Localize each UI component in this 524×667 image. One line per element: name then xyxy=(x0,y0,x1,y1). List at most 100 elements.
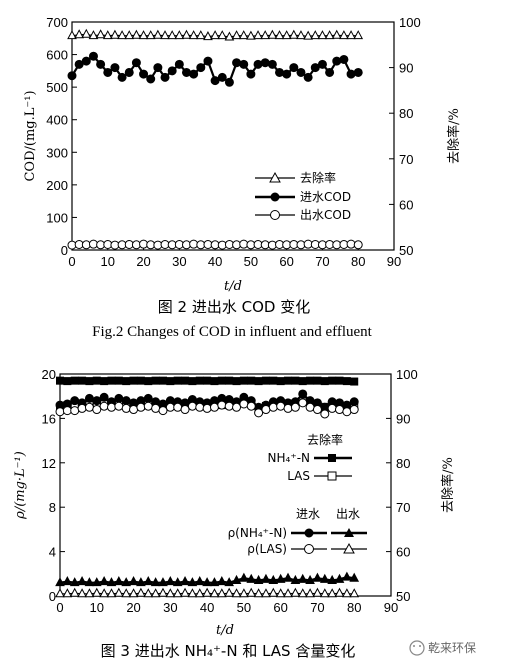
nh4-las-series-0-point xyxy=(225,376,234,385)
nh4-las-series-4-point xyxy=(172,577,183,587)
cod-series-0-point xyxy=(124,30,135,40)
cod-ytick-right-label: 100 xyxy=(399,15,421,30)
cod-ytick-left-label: 300 xyxy=(46,145,68,160)
cod-ytick-right-label: 90 xyxy=(399,61,413,76)
nh4-las-series-2-point xyxy=(349,397,359,407)
cod-series-0-point xyxy=(188,30,199,40)
cod-caption: 图 2 进出水 COD 变化 xyxy=(158,298,310,316)
cod-xtick-label: 0 xyxy=(68,254,75,269)
wechat-icon-dot-2 xyxy=(419,645,421,647)
cod-series-0-point xyxy=(246,30,256,40)
nh4-las-series-4-point xyxy=(261,573,271,583)
cod-xtick-label: 50 xyxy=(244,254,258,269)
nh4-las-series-4-point xyxy=(106,577,117,587)
nh4-las-series-3-point xyxy=(283,403,293,413)
nh4-las-series-0-point xyxy=(342,377,351,386)
nh4-las-series-3-point xyxy=(254,408,264,418)
nh4-las-series-4-point xyxy=(275,573,286,583)
nh4-las-series-3-point xyxy=(195,402,205,412)
nh4-las-series-4-point xyxy=(84,577,95,587)
cod-series-1-point xyxy=(189,69,199,79)
nh4-las-series-3-point xyxy=(136,402,146,412)
cod-series-1-point xyxy=(81,56,91,66)
nh4-las-series-4-point xyxy=(187,577,198,587)
cod-series-0-point xyxy=(331,29,342,39)
nh4-las-series-4-point xyxy=(297,573,308,583)
nh4-las-series-3-point xyxy=(305,402,315,412)
cod-series-1-point xyxy=(153,63,163,73)
nh4-las-series-3-point xyxy=(114,401,124,411)
nh4-las-series-0-point xyxy=(85,377,94,386)
nh4-las-series-0-point xyxy=(217,376,226,385)
cod-series-0-point xyxy=(267,29,278,39)
cod-legend: 去除率 进水COD 出水COD xyxy=(255,170,351,222)
nh4-las-axes: 0 10 20 30 40 50 60 70 80 90 0 4 8 12 16 20 50 60 70 80 90 10… xyxy=(42,367,418,615)
cod-series-0-point xyxy=(102,30,113,40)
nh4-las-series-2-point xyxy=(70,396,80,406)
nh4-las-series-0-point xyxy=(313,376,322,385)
nh4-las-ytick-right-label: 90 xyxy=(396,411,410,426)
nh4-las-series-0-point xyxy=(129,376,138,385)
cod-legend-label-effluent: 出水COD xyxy=(300,208,351,222)
nh4-las-legend: 去除率 NH₄⁺-N LAS 进水 出水 ρ(NH₄⁺-N) ρ(LAS) xyxy=(228,432,367,556)
nh4-las-series-0-point xyxy=(181,376,190,385)
nh4-las-series-0-point xyxy=(173,376,182,385)
cod-ytick-left-label: 600 xyxy=(46,48,68,63)
nh4-las-series-4-point xyxy=(253,574,264,584)
cod-series-2-point xyxy=(353,240,363,250)
cod-series-0-point xyxy=(224,31,235,41)
nh4-las-ytick-right-label: 50 xyxy=(396,589,410,604)
cod-ytick-right-label: 60 xyxy=(399,197,413,212)
nh4-las-ytick-left-label: 16 xyxy=(42,411,56,426)
nh4-las-series-3-point xyxy=(180,405,190,415)
nh4-las-series-5-point xyxy=(305,588,315,598)
nh4-las-series-3-point xyxy=(84,402,94,412)
cod-series-0-point xyxy=(117,30,127,40)
nh4-las-series-5-point xyxy=(180,587,190,597)
nh4-las-series-2-point xyxy=(121,396,131,406)
nh4-las-xtick-label: 30 xyxy=(163,600,177,615)
nh4-las-series-4-point xyxy=(327,574,337,584)
nh4-las-series-2-point xyxy=(84,393,94,403)
nh4-las-series-5-point xyxy=(319,588,330,598)
nh4-las-series-0-point xyxy=(247,376,256,385)
nh4-las-series-5-point xyxy=(136,587,146,597)
cod-series-1-point xyxy=(124,67,134,77)
cod-plot-frame xyxy=(71,21,395,251)
cod-series-1-point xyxy=(167,66,177,76)
cod-ytick-left-label: 700 xyxy=(46,15,68,30)
legend-group-influent: 进水 xyxy=(296,507,320,521)
cod-ytick-right-label: 80 xyxy=(399,106,413,121)
nh4-las-series-3-point xyxy=(342,407,352,417)
cod-xtick-label: 70 xyxy=(315,254,329,269)
legend-marker-las-removal xyxy=(327,471,337,481)
cod-series-0-point xyxy=(138,30,149,40)
nh4-las-series-2-point xyxy=(99,392,109,402)
nh4-las-ytick-left-label: 0 xyxy=(49,589,56,604)
nh4-las-series-4-point xyxy=(62,576,73,586)
nh4-las-series-4-point xyxy=(319,573,330,583)
nh4-las-series-0-point xyxy=(328,376,337,385)
cod-series-1-point xyxy=(246,69,256,79)
nh4-las-series-3-point xyxy=(327,403,337,413)
nh4-las-series-0-point xyxy=(284,376,293,385)
nh4-las-series-4-point xyxy=(209,577,220,587)
nh4-las-ytick-right-label: 100 xyxy=(396,367,418,382)
nh4-las-ytick-left-label: 20 xyxy=(42,367,56,382)
nh4-las-series-3-point xyxy=(246,401,256,411)
nh4-las-series-5-point xyxy=(194,588,205,598)
nh4-las-series-4-point xyxy=(165,576,176,586)
cod-series-0-point xyxy=(346,30,356,40)
nh4-las-series-5-point xyxy=(91,587,102,597)
cod-series-0-point xyxy=(253,30,263,40)
nh4-las-series-2-point xyxy=(143,393,153,403)
cod-ytick-left-label: 100 xyxy=(46,210,68,225)
nh4-las-ytick-left-label: 8 xyxy=(49,500,56,515)
nh4-las-series-3-point xyxy=(165,402,175,412)
nh4-las-series-3-point xyxy=(70,406,80,416)
cod-series-0-point xyxy=(210,30,220,40)
nh4-las-series-2-point xyxy=(298,389,308,399)
cod-series-1-point xyxy=(275,67,285,77)
nh4-las-series-5-point xyxy=(290,587,301,597)
